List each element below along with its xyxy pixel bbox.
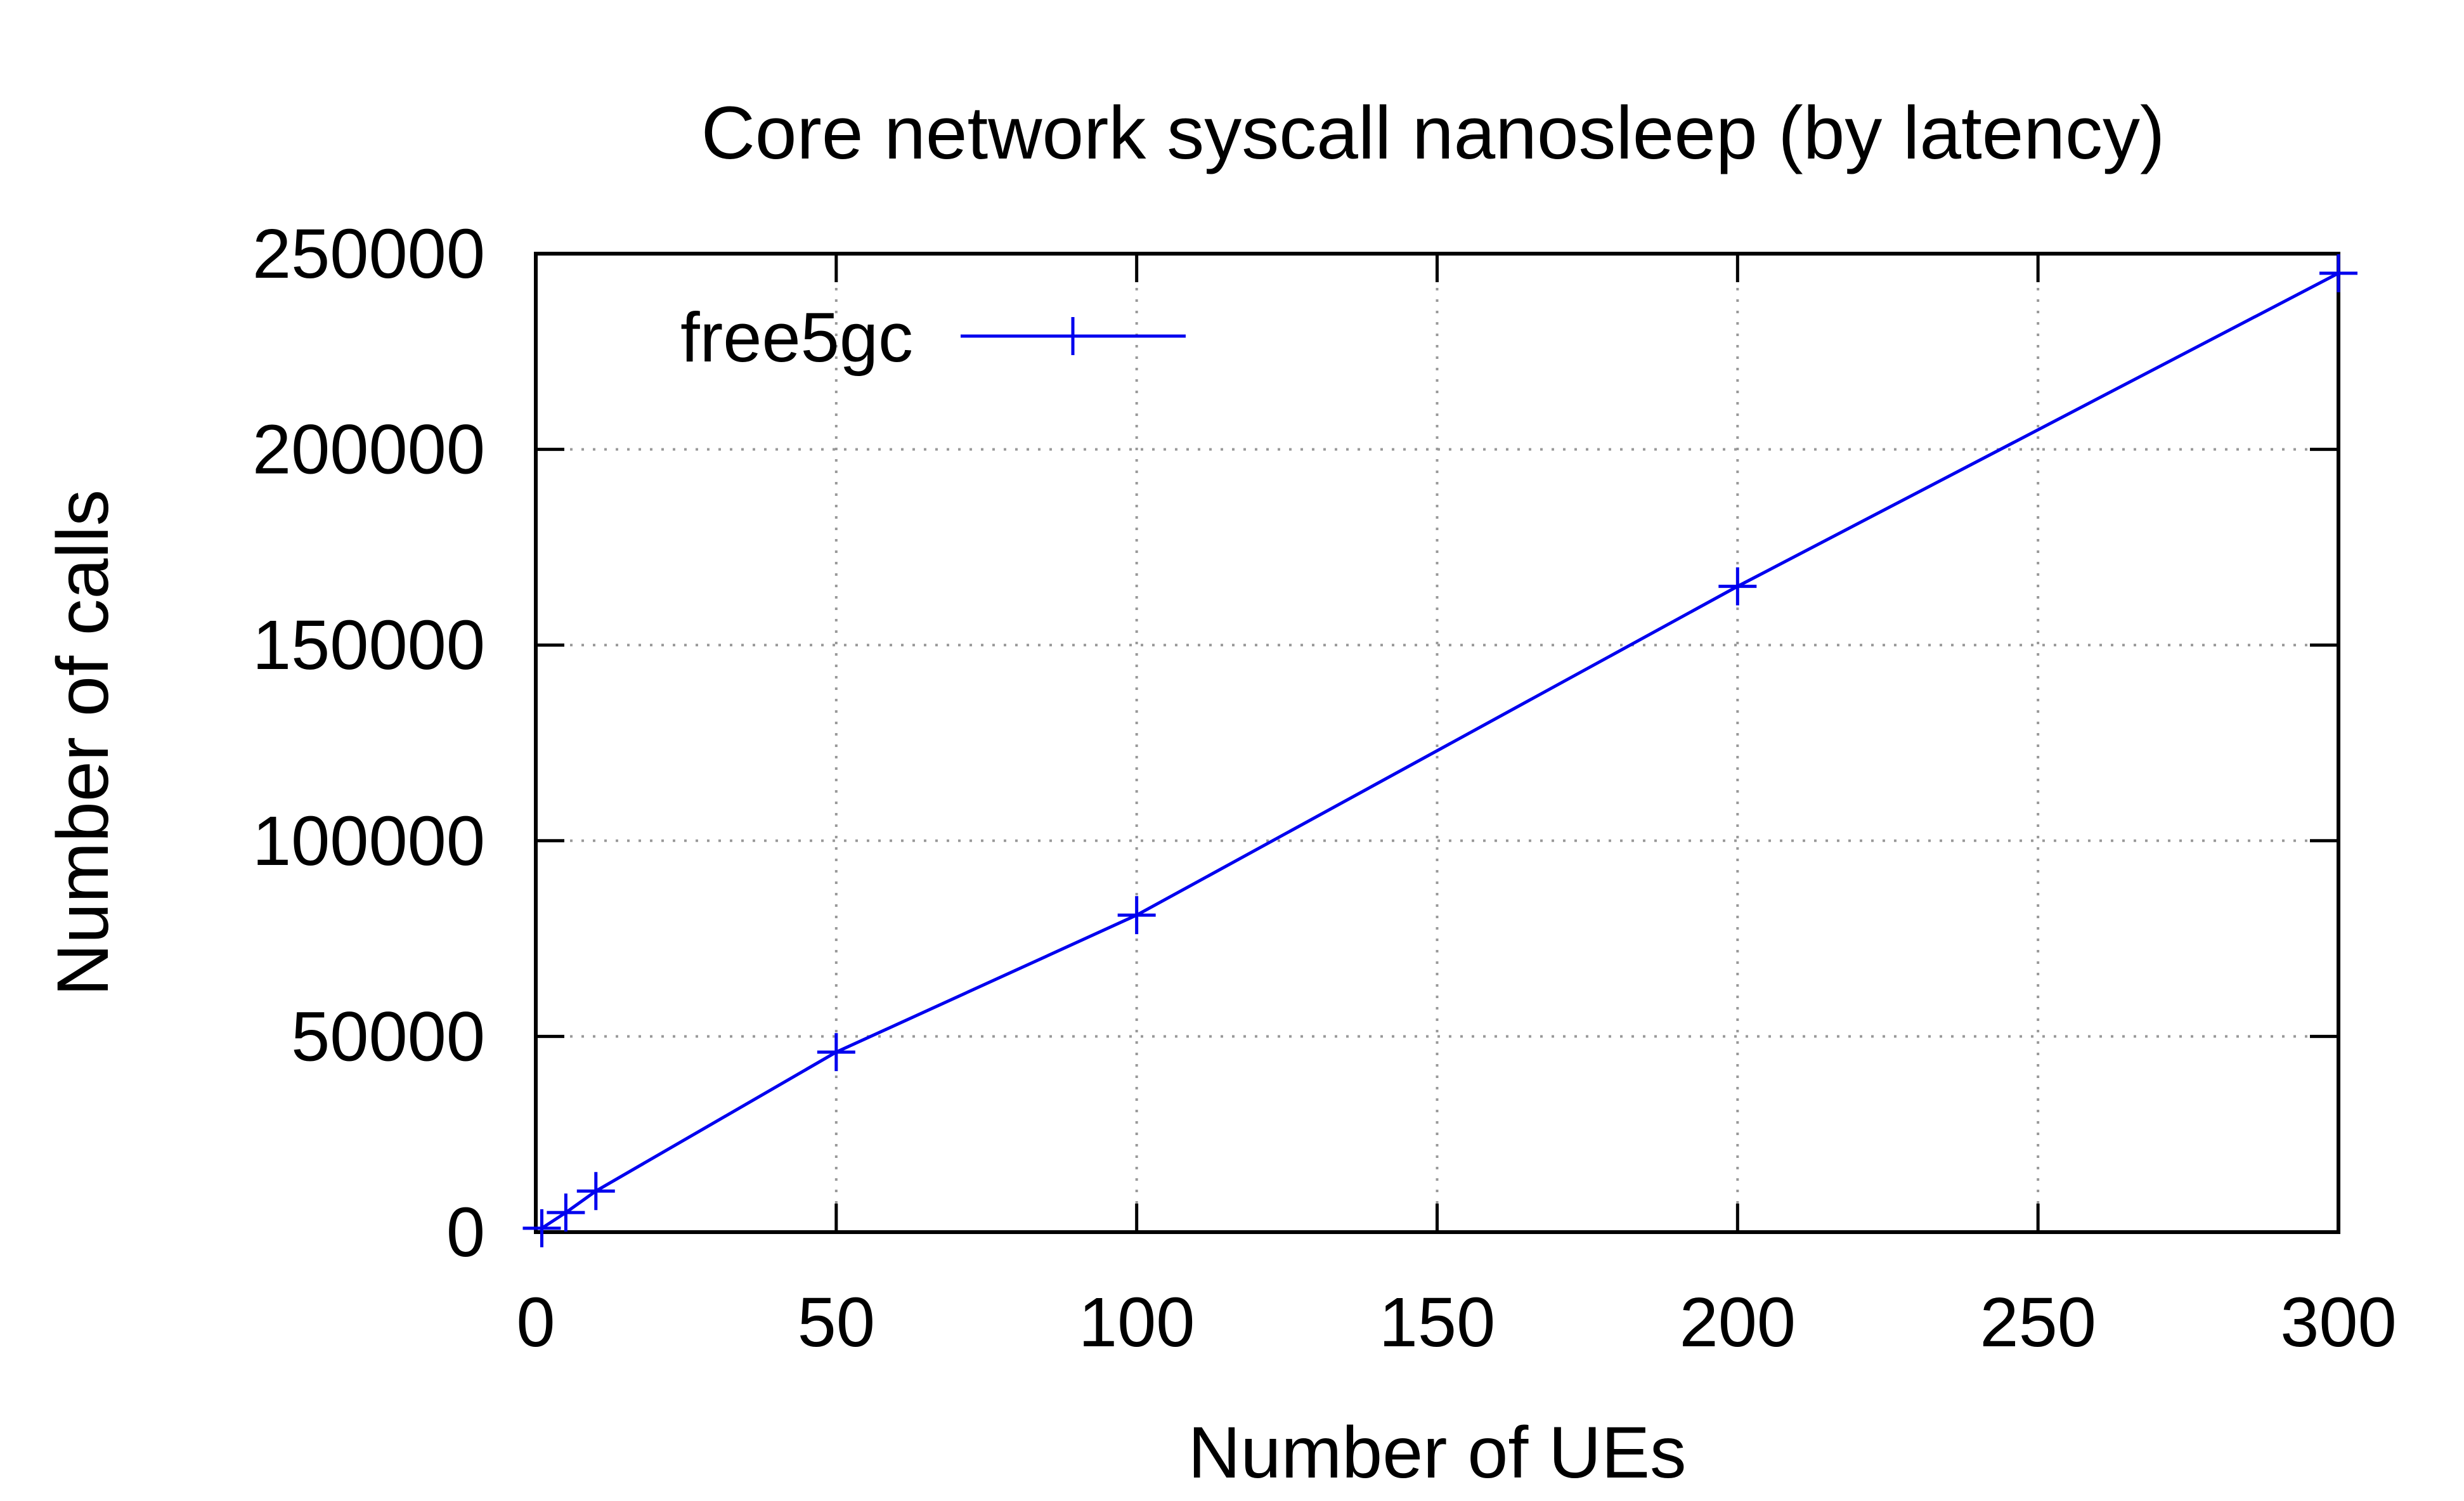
chart-title: Core network syscall nanosleep (by laten…	[701, 91, 2165, 175]
y-tick-label-200000: 200000	[252, 411, 485, 489]
y-tick-label-50000: 50000	[291, 997, 485, 1075]
x-tick-label-250: 250	[1980, 1283, 2096, 1361]
plot-frame	[534, 252, 2340, 1234]
data-point-free5gc-3	[817, 1033, 855, 1072]
grid-lines	[536, 254, 2338, 1232]
x-tick-label-200: 200	[1680, 1283, 1796, 1361]
data-point-free5gc-2	[576, 1172, 615, 1211]
y-tick-label-0: 0	[446, 1193, 485, 1271]
y-tick-label-250000: 250000	[252, 215, 485, 293]
data-point-free5gc-6	[2319, 254, 2357, 292]
x-tick-label-50: 50	[798, 1283, 875, 1361]
data-point-free5gc-1	[547, 1193, 585, 1232]
data-point-free5gc-0	[522, 1209, 561, 1247]
y-axis-tick-labels: 0 50000 100000 150000 200000 250000	[252, 215, 485, 1271]
series-layer	[522, 254, 2357, 1247]
x-tick-label-150: 150	[1379, 1283, 1496, 1361]
x-tick-label-0: 0	[516, 1283, 555, 1361]
y-tick-label-100000: 100000	[252, 802, 485, 880]
data-point-free5gc-4	[1117, 896, 1156, 935]
data-point-free5gc-5	[1718, 567, 1757, 606]
y-tick-label-150000: 150000	[252, 606, 485, 684]
legend-marker-free5gc	[1054, 317, 1092, 355]
legend-label-free5gc: free5gc	[680, 299, 913, 377]
legend-marker-plus	[1054, 317, 1092, 355]
legend: free5gc	[680, 299, 1186, 377]
series-line-free5gc	[541, 271, 2340, 1230]
axis-ticks	[534, 252, 2340, 1234]
y-axis-title: Number of calls	[42, 490, 124, 996]
x-axis-title: Number of UEs	[1188, 1412, 1686, 1493]
x-tick-label-300: 300	[2280, 1283, 2397, 1361]
x-tick-label-100: 100	[1079, 1283, 1195, 1361]
x-axis-tick-labels: 0 50 100 150 200 250 300	[516, 1283, 2396, 1361]
